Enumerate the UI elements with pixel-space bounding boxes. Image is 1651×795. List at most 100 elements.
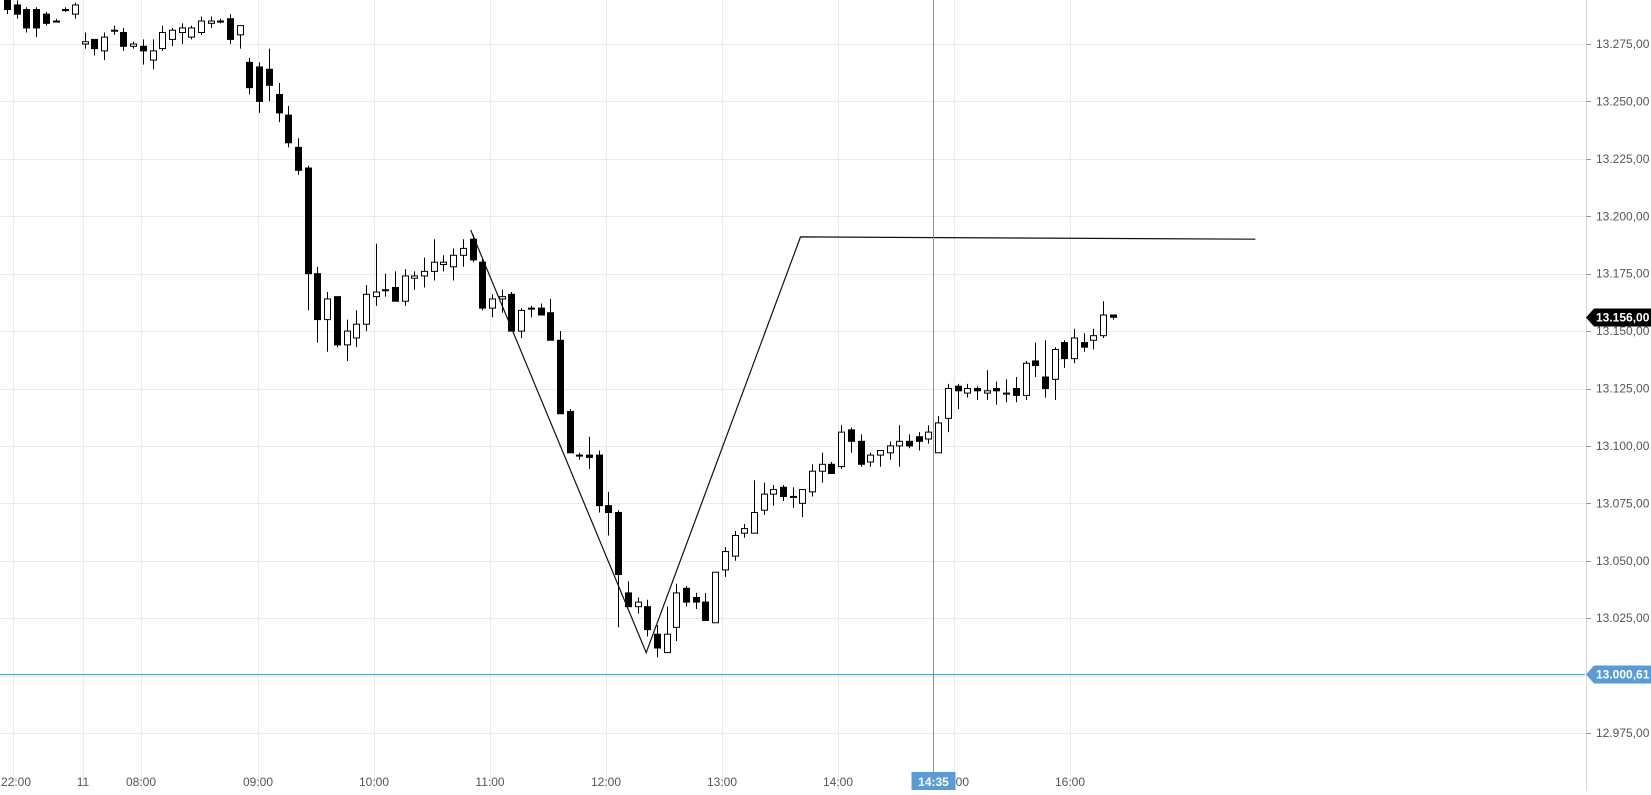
candle <box>985 370 991 400</box>
candle-body-up <box>412 276 418 278</box>
candle-body-up <box>868 455 874 462</box>
candle-body-down <box>34 10 40 28</box>
candle <box>441 255 447 271</box>
candle-body-down <box>597 455 603 506</box>
candle <box>917 432 923 450</box>
candle-body-up <box>636 602 642 607</box>
candle <box>102 33 108 61</box>
time-tick-label: 12:00 <box>591 775 621 789</box>
candle <box>1111 315 1117 320</box>
candle <box>956 384 962 409</box>
candle <box>752 480 758 533</box>
candle <box>267 49 273 102</box>
axis-badges: 13.000,61 14:35 13.156,00 <box>912 309 1651 791</box>
candle <box>946 384 952 432</box>
candle-body-up <box>985 391 991 393</box>
candle-body-down <box>141 46 147 51</box>
candle <box>519 308 525 338</box>
time-tick-label: 10:00 <box>359 775 389 789</box>
candle-body-up <box>1004 393 1010 394</box>
candle <box>791 487 797 508</box>
candle-body-up <box>102 37 108 51</box>
candle <box>1101 301 1107 338</box>
candle <box>888 441 894 459</box>
price-tick-label: 13.275,00 <box>1596 37 1650 51</box>
candle <box>926 425 932 443</box>
candle <box>587 437 593 469</box>
candle-body-down <box>267 69 273 85</box>
candle <box>277 83 283 122</box>
candle <box>247 58 253 95</box>
candle <box>480 258 486 311</box>
candle <box>325 292 331 352</box>
last-price-badge: 13.156,00 <box>1586 309 1651 327</box>
candle-body-up <box>422 271 428 276</box>
candle-body-up <box>354 324 360 338</box>
candle-body-up <box>1053 349 1059 379</box>
candle-body-down <box>1014 389 1020 396</box>
candle <box>781 485 787 501</box>
candle-body-up <box>345 331 351 345</box>
candle <box>868 453 874 467</box>
crosshair-time-label: 14:35 <box>918 775 949 789</box>
candle-body-down <box>645 607 651 630</box>
candle-body-up <box>199 21 205 32</box>
candle-body-up <box>926 432 932 439</box>
candle <box>160 26 166 51</box>
candle-body-up <box>54 21 60 22</box>
candle-body-up <box>762 494 768 510</box>
candle-body-up <box>674 593 680 627</box>
candle-body-up <box>63 10 69 11</box>
candle-body-down <box>684 588 690 602</box>
candle-body-up <box>151 51 157 60</box>
candle-body-up <box>519 310 525 331</box>
candle <box>34 7 40 37</box>
candle <box>451 248 457 280</box>
candle <box>15 0 21 18</box>
candle <box>1014 377 1020 402</box>
candle-body-down <box>975 389 981 391</box>
candle <box>733 531 739 561</box>
candle <box>131 42 137 49</box>
candle-body-up <box>83 42 89 44</box>
candle <box>63 7 69 12</box>
crosshair-price-badge: 13.000,61 <box>1586 666 1651 684</box>
candle-body-up <box>189 28 195 37</box>
candle-body-up <box>131 44 137 46</box>
candle-body-up <box>218 21 224 22</box>
candle-body-up <box>733 535 739 556</box>
candle <box>422 258 428 288</box>
candle-body-up <box>771 490 777 495</box>
candle <box>286 106 292 147</box>
candle <box>829 462 835 473</box>
candle-body-up <box>752 513 758 534</box>
candle <box>345 320 351 361</box>
candle <box>994 382 1000 405</box>
candle <box>180 23 186 44</box>
candle <box>859 434 865 466</box>
candle-body-up <box>1101 315 1107 336</box>
candle <box>645 600 651 637</box>
candle <box>771 485 777 506</box>
candle <box>723 547 729 577</box>
candle <box>694 593 700 609</box>
candle <box>936 416 942 453</box>
candle <box>364 285 370 331</box>
candle <box>597 451 603 513</box>
candle <box>742 524 748 538</box>
candle-body-down <box>1062 343 1068 359</box>
candle <box>713 572 719 623</box>
candle-body-down <box>994 389 1000 391</box>
candle <box>907 434 913 448</box>
candle-body-up <box>432 262 438 271</box>
candle-body-down <box>558 340 564 413</box>
candle-body-up <box>791 496 797 497</box>
candle <box>383 274 389 297</box>
candle-body-down <box>306 168 312 274</box>
candle-body-up <box>1072 338 1078 359</box>
price-tick-label: 13.250,00 <box>1596 94 1650 108</box>
candle <box>151 39 157 69</box>
candle <box>92 39 98 55</box>
